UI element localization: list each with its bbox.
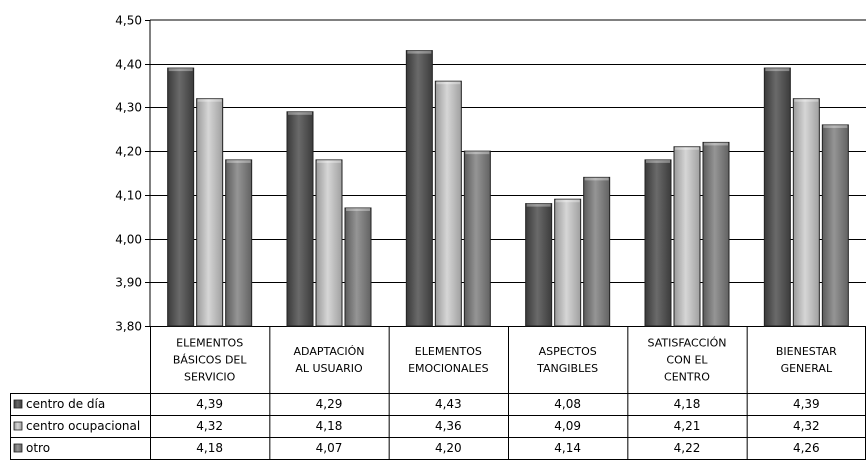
bar (644, 159, 672, 327)
bar (525, 203, 553, 327)
y-tick-label: 4,20 (115, 145, 142, 159)
bar-top-highlight (407, 50, 432, 54)
bar (286, 111, 314, 327)
data-label: 4,29 (316, 397, 343, 411)
category-label: ASPECTOS (539, 345, 597, 358)
data-label: 4,20 (435, 441, 462, 455)
bar (463, 150, 491, 327)
bar-top-highlight (704, 142, 728, 146)
bar-top-highlight (317, 159, 341, 163)
legend-key (13, 421, 23, 431)
category-label: AL USUARIO (295, 362, 363, 375)
data-label: 4,21 (674, 419, 701, 433)
y-tick-label: 4,00 (115, 233, 142, 247)
legend-label: centro ocupacional (26, 419, 140, 433)
category-label: BIENESTAR (776, 345, 837, 358)
bar (434, 80, 462, 327)
category-label: GENERAL (781, 362, 833, 375)
data-label: 4,18 (196, 441, 223, 455)
y-tick-label: 4,40 (115, 58, 142, 72)
y-tick-label: 4,10 (115, 189, 142, 203)
data-label: 4,09 (554, 419, 581, 433)
category-label: ELEMENTOS (415, 345, 482, 358)
bar (167, 67, 195, 327)
y-tick-label: 3,80 (115, 320, 142, 334)
bar (554, 198, 582, 327)
data-label: 4,22 (674, 441, 701, 455)
bar-top-highlight (288, 111, 312, 115)
bar-top-highlight (646, 159, 670, 163)
bar-top-highlight (197, 98, 222, 102)
y-tick-label: 3,90 (115, 276, 142, 290)
data-label: 4,18 (674, 397, 701, 411)
bar (792, 98, 820, 327)
data-label: 4,36 (435, 419, 462, 433)
bar-top-highlight (168, 68, 193, 72)
category-label: CENTRO (664, 371, 710, 384)
bar-top-highlight (555, 199, 580, 203)
bar-top-highlight (794, 98, 819, 102)
bar (405, 50, 433, 327)
category-label: ADAPTACIÓN (294, 345, 365, 358)
bar-top-highlight (465, 151, 490, 155)
bar (196, 98, 224, 327)
category-label: CON EL (666, 354, 708, 367)
data-label: 4,08 (554, 397, 581, 411)
legend-label: centro de día (26, 397, 105, 411)
legend-label: otro (26, 441, 50, 455)
bar (763, 67, 791, 327)
category-label: EMOCIONALES (408, 362, 489, 375)
bar (225, 159, 253, 327)
bar-top-highlight (226, 159, 251, 163)
category-label: SATISFACCIÓN (648, 337, 727, 350)
bar (673, 146, 701, 327)
bar (583, 176, 611, 327)
data-label: 4,43 (435, 397, 462, 411)
bar (702, 141, 730, 327)
category-label: ELEMENTOS (176, 337, 243, 350)
data-label: 4,32 (793, 419, 820, 433)
data-label: 4,14 (554, 441, 581, 455)
data-label: 4,18 (316, 419, 343, 433)
bar-top-highlight (675, 146, 699, 150)
bar-top-highlight (436, 81, 461, 85)
bar (821, 124, 849, 327)
category-label: BÁSICOS DEL (173, 354, 248, 367)
legend-key (13, 399, 23, 409)
y-tick-label: 4,30 (115, 101, 142, 115)
bar (344, 207, 372, 327)
y-tick-label: 4,50 (115, 14, 142, 28)
category-label: SERVICIO (184, 371, 236, 384)
bar-top-highlight (346, 207, 370, 211)
data-label: 4,26 (793, 441, 820, 455)
bar-top-highlight (584, 177, 609, 181)
bar (315, 159, 343, 327)
data-label: 4,32 (196, 419, 223, 433)
bar-top-highlight (765, 68, 790, 72)
bar-top-highlight (526, 203, 551, 207)
legend-key (13, 443, 23, 453)
data-label: 4,07 (316, 441, 343, 455)
data-label: 4,39 (196, 397, 223, 411)
data-label: 4,39 (793, 397, 820, 411)
bar-top-highlight (823, 124, 848, 128)
category-label: TANGIBLES (536, 362, 598, 375)
